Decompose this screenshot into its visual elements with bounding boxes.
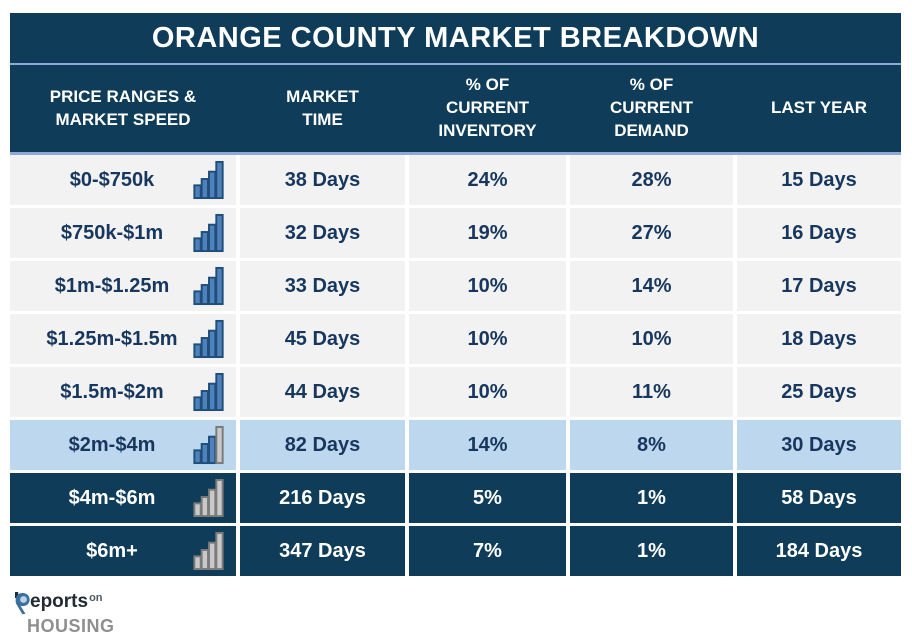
inventory-cell: 14%: [409, 420, 566, 470]
demand-cell: 8%: [570, 420, 733, 470]
table-title-bar: ORANGE COUNTY MARKET BREAKDOWN: [10, 13, 901, 65]
market-speed-bars-icon: [192, 266, 226, 306]
last-year-cell: 30 Days: [737, 420, 901, 470]
header-market-time: MARKET TIME: [286, 86, 359, 129]
demand-cell: 28%: [570, 155, 733, 205]
table-row: $1m-$1.25m 33 Days 10% 14% 17 Days: [10, 261, 901, 311]
market-time-cell: 45 Days: [240, 314, 405, 364]
inventory-cell: 24%: [409, 155, 566, 205]
price-range-label: $1.25m-$1.5m: [46, 327, 178, 350]
price-range-label: $2m-$4m: [68, 433, 156, 456]
last-year-cell: 58 Days: [737, 473, 901, 523]
header-price-ranges: PRICE RANGES & MARKET SPEED: [49, 86, 197, 129]
reports-on-housing-logo: eports on HOUSING: [14, 592, 115, 637]
market-speed-bars-icon: [192, 531, 226, 571]
price-range-label: $4m-$6m: [68, 486, 156, 509]
market-time-cell: 32 Days: [240, 208, 405, 258]
inventory-cell: 19%: [409, 208, 566, 258]
market-speed-bars-icon: [192, 478, 226, 518]
market-time-cell: 82 Days: [240, 420, 405, 470]
table-body: $0-$750k 38 Days 24% 28% 15 Days $750k-$…: [10, 155, 901, 576]
price-range-cell: $0-$750k: [10, 155, 236, 205]
header-current-demand: % OF CURRENT DEMAND: [609, 75, 694, 140]
last-year-cell: 16 Days: [737, 208, 901, 258]
price-range-cell: $750k-$1m: [10, 208, 236, 258]
market-speed-bars-icon: [192, 425, 226, 465]
last-year-cell: 15 Days: [737, 155, 901, 205]
inventory-cell: 10%: [409, 261, 566, 311]
price-range-label: $6m+: [86, 539, 138, 562]
market-time-cell: 216 Days: [240, 473, 405, 523]
inventory-cell: 10%: [409, 367, 566, 417]
table-row: $0-$750k 38 Days 24% 28% 15 Days: [10, 155, 901, 205]
market-speed-bars-icon: [192, 319, 226, 359]
market-time-cell: 38 Days: [240, 155, 405, 205]
market-speed-bars-icon: [192, 213, 226, 253]
demand-cell: 1%: [570, 473, 733, 523]
logo-on-label: on: [89, 592, 103, 604]
header-current-inventory: % OF CURRENT INVENTORY: [438, 75, 537, 140]
demand-cell: 11%: [570, 367, 733, 417]
inventory-cell: 7%: [409, 526, 566, 576]
header-last-year: LAST YEAR: [770, 98, 868, 118]
market-time-cell: 44 Days: [240, 367, 405, 417]
demand-cell: 10%: [570, 314, 733, 364]
table-row: $4m-$6m 216 Days 5% 1% 58 Days: [10, 473, 901, 523]
table-header-row: PRICE RANGES & MARKET SPEED MARKET TIME …: [10, 65, 901, 155]
price-range-label: $1m-$1.25m: [54, 274, 170, 297]
logo-reports-text: eports on: [14, 592, 115, 619]
table-row: $6m+ 347 Days 7% 1% 184 Days: [10, 526, 901, 576]
market-speed-bars-icon: [192, 160, 226, 200]
last-year-cell: 184 Days: [737, 526, 901, 576]
table-row: $750k-$1m 32 Days 19% 27% 16 Days: [10, 208, 901, 258]
price-range-cell: $1.5m-$2m: [10, 367, 236, 417]
price-range-label: $750k-$1m: [60, 221, 164, 244]
inventory-cell: 10%: [409, 314, 566, 364]
price-range-label: $0-$750k: [69, 168, 155, 191]
table-row-highlighted: $2m-$4m 82 Days 14% 8% 30 Days: [10, 420, 901, 470]
page-title: ORANGE COUNTY MARKET BREAKDOWN: [151, 21, 760, 54]
price-range-label: $1.5m-$2m: [60, 380, 164, 403]
price-range-cell: $4m-$6m: [10, 473, 236, 523]
market-speed-bars-icon: [192, 372, 226, 412]
price-range-cell: $2m-$4m: [10, 420, 236, 470]
table-row: $1.25m-$1.5m 45 Days 10% 10% 18 Days: [10, 314, 901, 364]
table-row: $1.5m-$2m 44 Days 10% 11% 25 Days: [10, 367, 901, 417]
price-range-cell: $1m-$1.25m: [10, 261, 236, 311]
last-year-cell: 18 Days: [737, 314, 901, 364]
market-time-cell: 33 Days: [240, 261, 405, 311]
inventory-cell: 5%: [409, 473, 566, 523]
market-breakdown-table: ORANGE COUNTY MARKET BREAKDOWN PRICE RAN…: [10, 13, 901, 576]
logo-housing-label: HOUSING: [27, 616, 115, 636]
price-range-cell: $6m+: [10, 526, 236, 576]
demand-cell: 1%: [570, 526, 733, 576]
logo-r-glyph-icon: [14, 592, 31, 619]
last-year-cell: 17 Days: [737, 261, 901, 311]
market-time-cell: 347 Days: [240, 526, 405, 576]
logo-eports-label: eports: [30, 591, 89, 612]
price-range-cell: $1.25m-$1.5m: [10, 314, 236, 364]
demand-cell: 27%: [570, 208, 733, 258]
last-year-cell: 25 Days: [737, 367, 901, 417]
demand-cell: 14%: [570, 261, 733, 311]
